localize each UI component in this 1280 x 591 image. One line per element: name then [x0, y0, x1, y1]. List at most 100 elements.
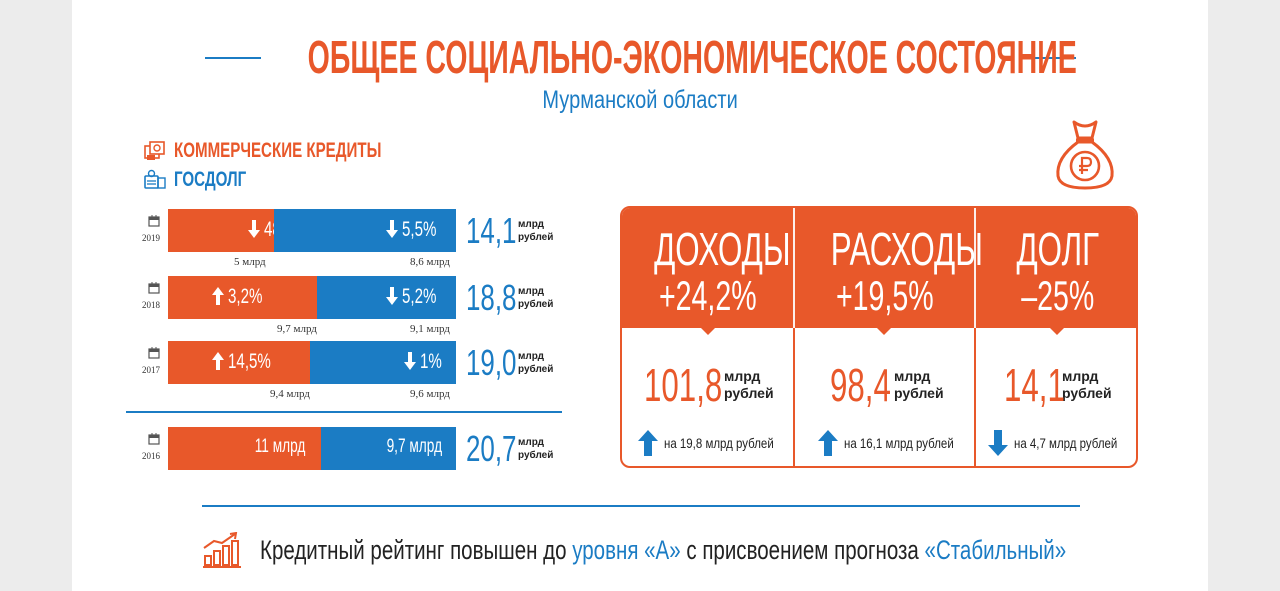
legend-state-label: ГОСДОЛГ	[174, 168, 247, 191]
expenses-title: РАСХОДЫ	[830, 223, 983, 275]
row-total-unit: млрд рублей	[518, 285, 554, 310]
income-change: на 19,8 млрд рублей	[638, 430, 798, 456]
debt-value-number: 14,1	[1004, 359, 1065, 411]
arrow-up-icon	[212, 287, 224, 305]
bar-segment-state: 5,2%	[317, 276, 456, 319]
expenses-value-unit: млрд рублей	[894, 368, 944, 401]
infographic-page: ОБЩЕЕ СОЦИАЛЬНО-ЭКОНОМИЧЕСКОЕ СОСТОЯНИЕ …	[72, 0, 1208, 591]
commercial-value-label: 5 млрд	[234, 256, 266, 268]
expenses-change: на 16,1 млрд рублей	[818, 430, 978, 456]
income-value: 101,8 млрд рублей	[644, 358, 774, 412]
expenses-change-text: на 16,1 млрд рублей	[844, 435, 954, 451]
arrow-up-icon	[818, 430, 838, 456]
arrow-down-icon	[386, 287, 399, 305]
budget-notch	[1048, 326, 1066, 335]
arrow-down-icon	[248, 220, 260, 238]
state-change-label: 5,2%	[386, 285, 450, 309]
bar-segment-commercial: 48,5%	[168, 209, 307, 252]
title-line-right	[1020, 57, 1076, 59]
page-subtitle: Мурманской области	[542, 86, 738, 114]
state-debt-icon	[144, 169, 166, 189]
row-total: 20,7 млрд рублей	[466, 427, 553, 470]
row-total: 19,0 млрд рублей	[466, 341, 553, 384]
commercial-change-label: 14,5%	[212, 350, 288, 374]
state-change-label: 5,5%	[386, 218, 450, 242]
income-value-number: 101,8	[644, 359, 723, 411]
chart-divider	[126, 411, 562, 413]
debt-percent: –25%	[1021, 272, 1095, 319]
income-title: ДОХОДЫ	[654, 223, 791, 275]
expenses-value: 98,4 млрд рублей	[830, 358, 944, 412]
legend-state: ГОСДОЛГ	[144, 168, 274, 192]
footer-divider	[202, 505, 1080, 507]
bar-row-2019: 2019 5 млрд 8,6 млрд 48,5% 5,5% 14,1млрдрубле…	[72, 209, 632, 269]
income-percent: +24,2%	[658, 272, 757, 319]
bar-segment-state: 9,7 млрд	[321, 427, 456, 470]
bar-segment-commercial: 3,2%	[168, 276, 317, 319]
expenses-value-number: 98,4	[830, 359, 891, 411]
state-value-label: 9,7 млрд	[386, 436, 442, 457]
stacked-bar: 3,2% 5,2%	[168, 276, 456, 319]
expenses-percent: +19,5%	[835, 272, 934, 319]
arrow-down-icon	[386, 220, 399, 238]
arrow-down-icon	[988, 430, 1008, 456]
arrow-up-icon	[212, 352, 224, 370]
commercial-value-label: 9,7 млрд	[277, 323, 317, 335]
debt-change-text: на 4,7 млрд рублей	[1014, 435, 1118, 451]
row-total-unit: млрд рублей	[518, 436, 554, 461]
bar-segment-state: 1%	[310, 341, 456, 384]
page-title: ОБЩЕЕ СОЦИАЛЬНО-ЭКОНОМИЧЕСКОЕ СОСТОЯНИЕ	[307, 31, 1077, 83]
budget-col-separator-header	[793, 208, 795, 328]
legend-commercial: КОММЕРЧЕСКИЕ КРЕДИТЫ	[144, 139, 462, 163]
stacked-bar: 48,5% 5,5%	[168, 209, 456, 252]
budget-card: ДОХОДЫ +24,2% 101,8 млрд рублей на 19,8 м…	[620, 206, 1138, 468]
calendar-icon	[148, 347, 160, 359]
bar-row-2018: 2018 9,7 млрд 9,1 млрд 3,2% 5,2% 18,8 млрд рубл…	[72, 276, 632, 336]
row-total-unit: млрд рублей	[518, 350, 554, 375]
year-label: 2016	[142, 451, 160, 461]
bar-row-2017: 2017 9,4 млрд 9,6 млрд 14,5% 1% 19,0 млрд рубле…	[72, 341, 632, 401]
commercial-value-label: 9,4 млрд	[270, 388, 310, 400]
legend-commercial-label: КОММЕРЧЕСКИЕ КРЕДИТЫ	[174, 139, 382, 162]
bar-row-2016: 2016 11 млрд 9,7 млрд 20,7 млрд рублей	[72, 427, 632, 487]
credit-rating-text: Кредитный рейтинг повышен до уровня «А» …	[260, 534, 1067, 565]
debt-title: ДОЛГ	[1016, 223, 1100, 275]
budget-col-separator-header	[974, 208, 976, 328]
calendar-icon	[148, 215, 160, 227]
title-line-left	[205, 57, 261, 59]
row-total-unit: млрд рублей	[518, 218, 554, 243]
budget-card-header	[622, 208, 1136, 328]
income-change-text: на 19,8 млрд рублей	[664, 435, 774, 451]
bar-segment-state: 5,5%	[274, 209, 456, 252]
stacked-bar: 11 млрд 9,7 млрд	[168, 427, 456, 470]
row-total: 18,8 млрд рублей	[466, 276, 553, 319]
debt-change: на 4,7 млрд рублей	[988, 430, 1136, 456]
commercial-value-label: 11 млрд	[254, 436, 305, 457]
budget-col-separator	[974, 208, 976, 466]
stacked-bar: 14,5% 1%	[168, 341, 456, 384]
calendar-icon	[148, 282, 160, 294]
state-change-label: 1%	[403, 350, 450, 374]
debt-value-unit: млрд рублей	[1062, 368, 1112, 401]
row-total: 14,1 млрд рублей	[466, 209, 553, 252]
income-value-unit: млрд рублей	[724, 368, 774, 401]
row-total-value: 20,7	[466, 427, 517, 469]
year-label: 2018	[142, 300, 160, 310]
credit-rating-note: Кредитный рейтинг повышен до уровня «А» …	[202, 528, 1280, 572]
row-total-value: 19,0	[466, 341, 517, 383]
budget-notch	[699, 326, 717, 335]
bar-segment-commercial: 14,5%	[168, 341, 310, 384]
year-label: 2017	[142, 365, 160, 375]
calendar-icon	[148, 433, 160, 445]
bar-segment-commercial: 11 млрд	[168, 427, 321, 470]
state-value-label: 8,6 млрд	[410, 256, 450, 268]
year-label: 2019	[142, 233, 160, 243]
debt-value: 14,1 млрд рублей	[1004, 358, 1112, 412]
row-total-value: 14,1	[466, 209, 517, 251]
row-total-value: 18,8	[466, 276, 517, 318]
state-value-label: 9,6 млрд	[410, 388, 450, 400]
budget-notch	[875, 326, 893, 335]
commercial-credit-icon	[144, 141, 165, 160]
arrow-up-icon	[638, 430, 658, 456]
commercial-change-label: 3,2%	[212, 285, 276, 309]
